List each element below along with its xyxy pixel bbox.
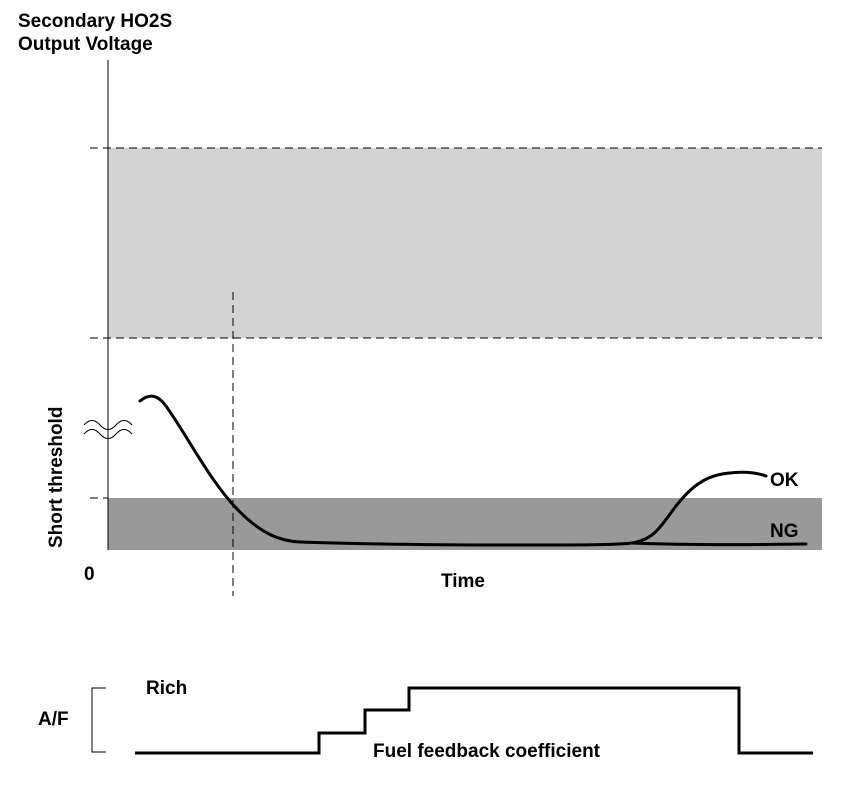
rich-label: Rich [146,678,187,699]
axis-break-symbol-2 [83,429,133,439]
ng-label: NG [770,521,799,542]
axis-break-symbol [83,420,133,430]
chart-title-line-2: Output Voltage [18,34,153,55]
ok-sensor-curve [138,394,768,547]
chart-title-line-1: Secondary HO2S [18,11,172,32]
af-bracket [91,687,106,753]
y-axis-label: Short threshold [46,407,67,548]
short-threshold-band [108,498,822,550]
ok-label: OK [770,470,799,491]
af-axis-label: A/F [38,709,69,730]
fuel-feedback-signal [135,686,813,755]
x-axis-label: Time [441,571,485,592]
upper-voltage-band [108,148,822,338]
origin-label: 0 [84,564,95,585]
ng-sensor-curve [630,541,808,547]
signal-label: Fuel feedback coefficient [373,741,601,762]
